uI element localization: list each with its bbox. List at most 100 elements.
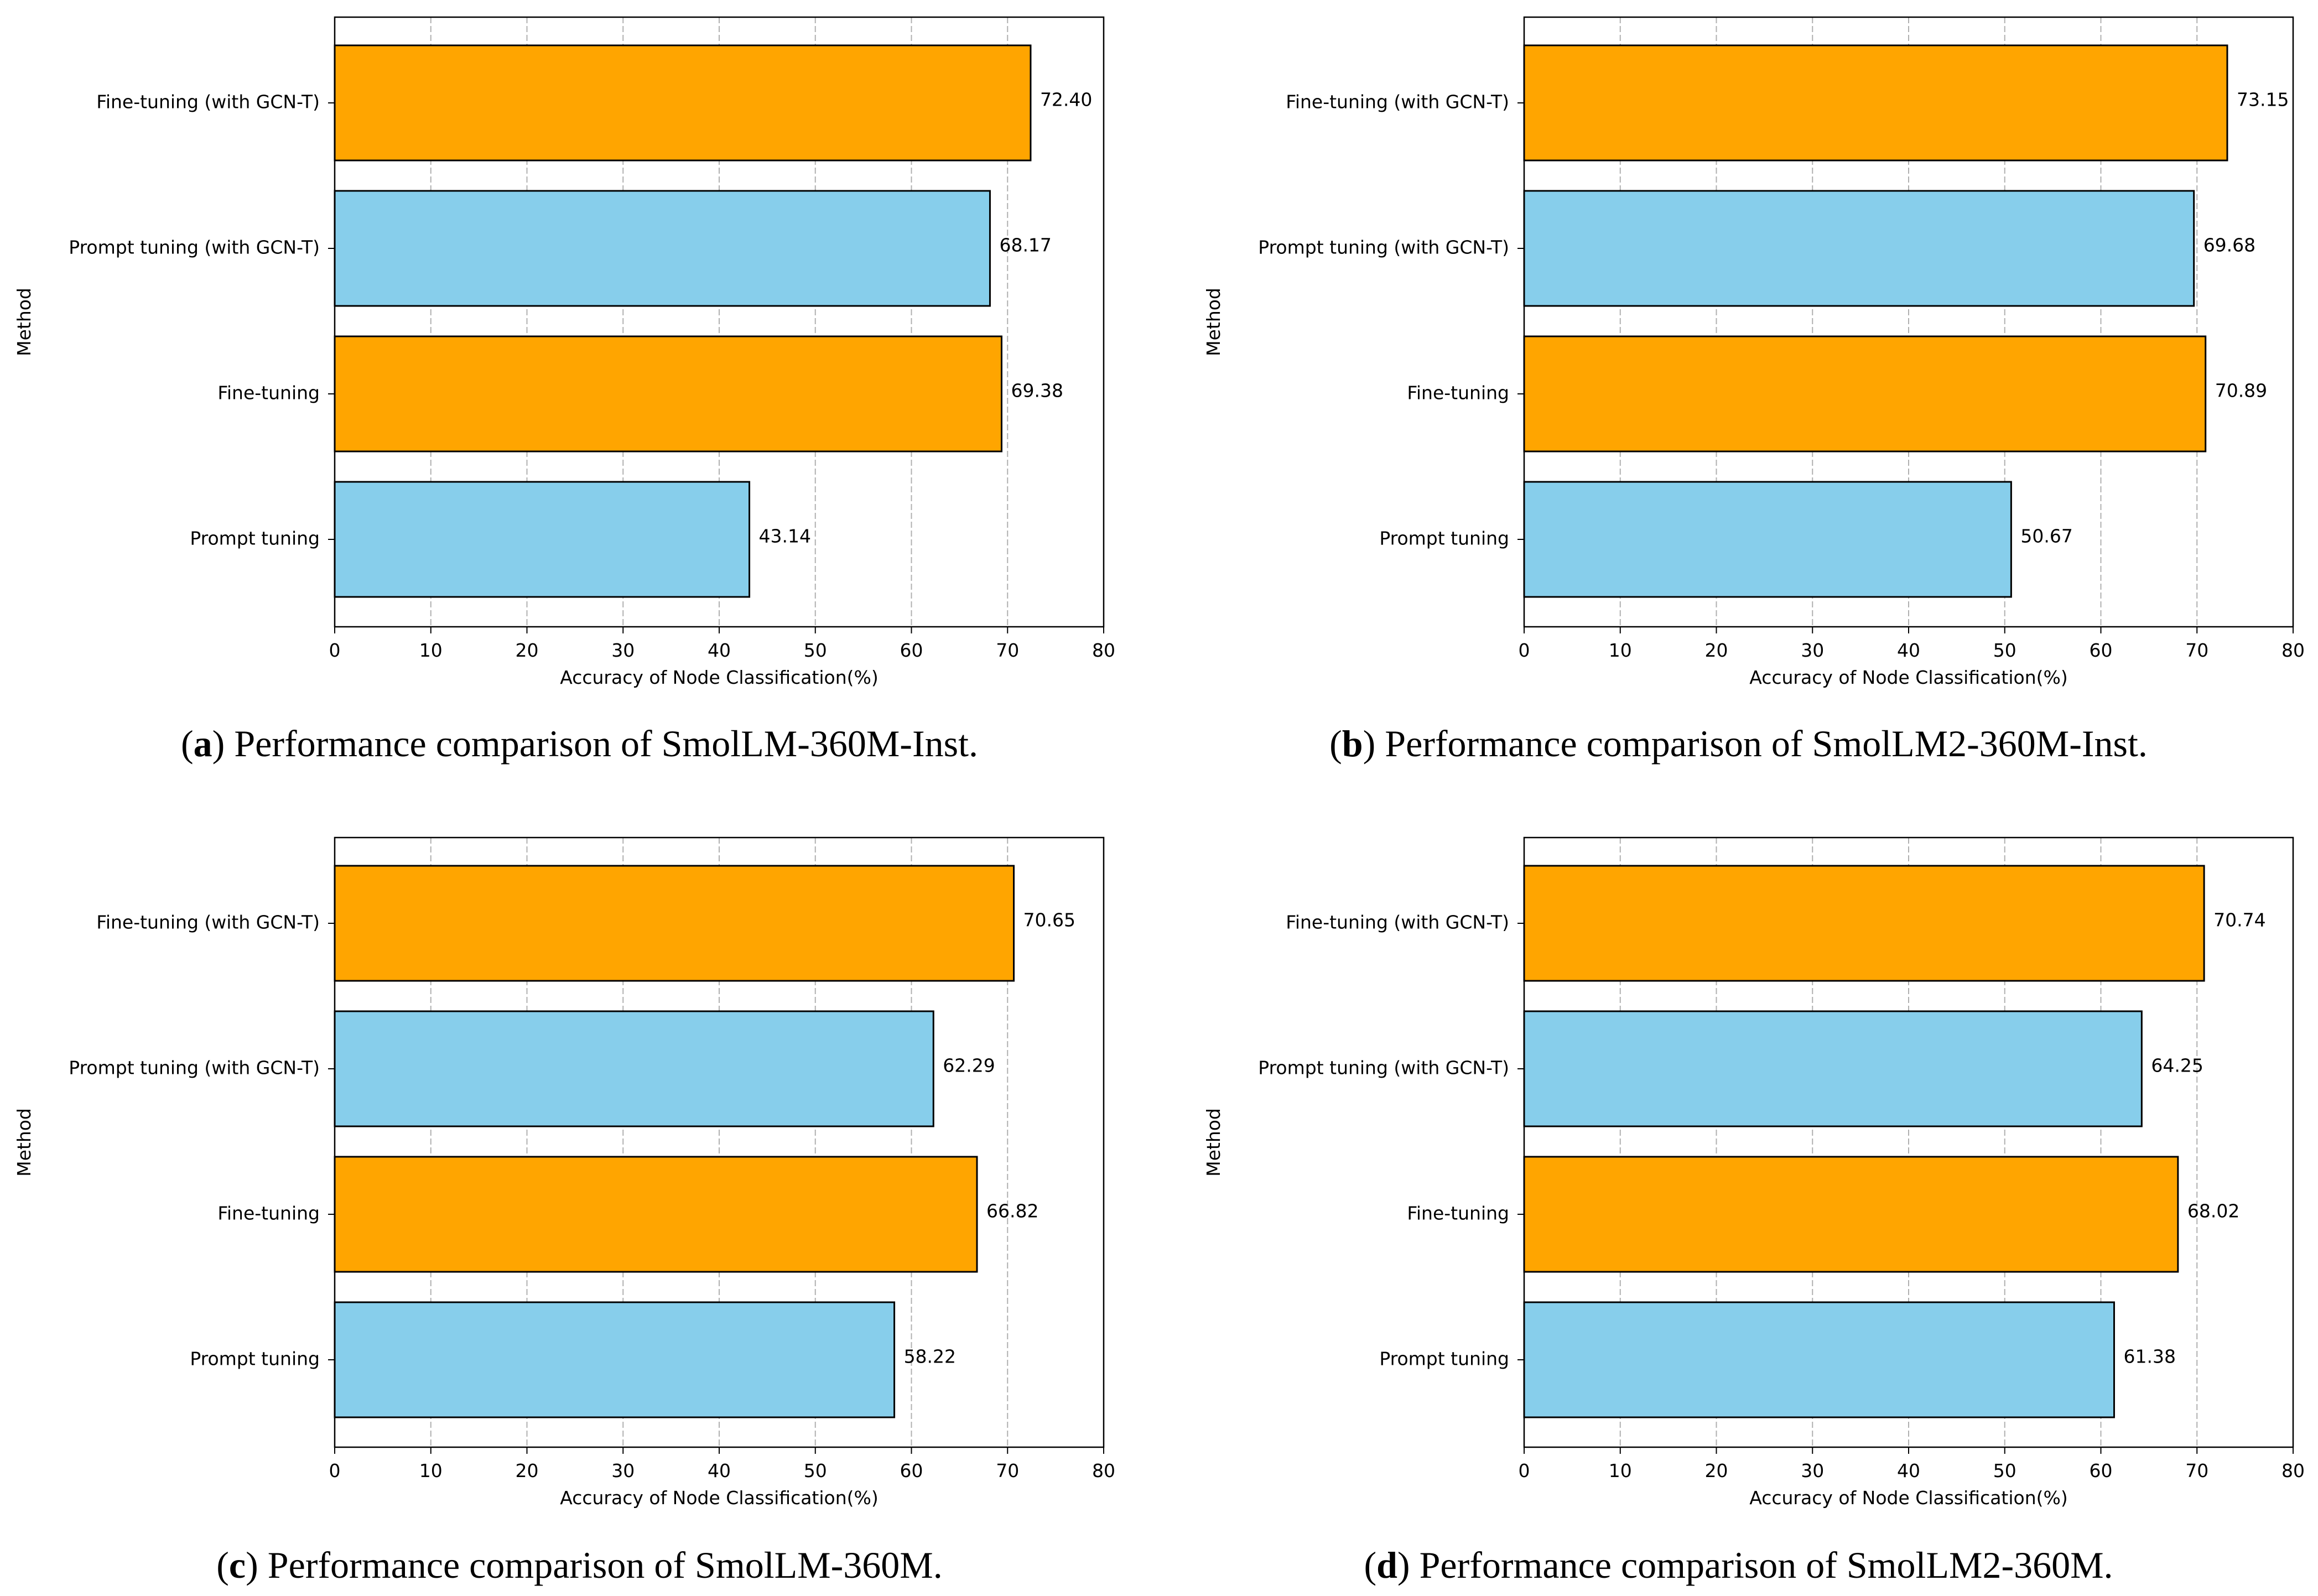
bar-prompt-tuning-with-gcn-t: [334, 1010, 934, 1127]
x-tick-label: 40: [708, 640, 731, 661]
caption-text: Performance comparison of SmolLM-360M.: [258, 1544, 943, 1586]
caption-a: (a) Performance comparison of SmolLM-360…: [181, 722, 978, 765]
value-label: 66.82: [986, 1200, 1038, 1222]
x-tick-label: 70: [2185, 640, 2208, 661]
category-label: Prompt tuning (with GCN-T): [69, 1057, 320, 1079]
value-label: 70.89: [2215, 380, 2267, 402]
value-label: 43.14: [759, 526, 811, 547]
category-label: Prompt tuning: [190, 1348, 320, 1370]
chart-a: 43.14 Prompt tuning 69.38 Fine-tuning 68.17 P…: [13, 16, 1115, 688]
category-label: Fine-tuning: [1407, 1203, 1509, 1224]
x-tick-label: 10: [1609, 640, 1632, 661]
y-axis-label: Method: [13, 1108, 35, 1177]
category-label: Prompt tuning (with GCN-T): [1258, 1057, 1509, 1079]
value-label: 58.22: [904, 1346, 956, 1368]
category-label: Prompt tuning: [1379, 528, 1509, 549]
caption-text: Performance comparison of SmolLM2-360M.: [1410, 1544, 2113, 1586]
category-label: Prompt tuning: [190, 528, 320, 549]
value-label: 70.65: [1023, 909, 1075, 931]
caption-letter: c: [228, 1544, 246, 1586]
bar-fine-tuning: [334, 1156, 978, 1273]
category-label: Fine-tuning (with GCN-T): [1286, 912, 1509, 933]
x-tick-label: 20: [516, 640, 539, 661]
value-label: 69.68: [2203, 235, 2255, 256]
y-axis-label: Method: [1203, 288, 1224, 356]
bar-prompt-tuning: [1523, 481, 2012, 598]
value-label: 50.67: [2020, 526, 2072, 547]
category-label: Prompt tuning (with GCN-T): [1258, 237, 1509, 258]
bar-fine-tuning-with-gcn-t: [1523, 865, 2205, 982]
bar-prompt-tuning-with-gcn-t: [1523, 1010, 2143, 1127]
x-tick-label: 70: [2185, 1460, 2208, 1481]
x-tick-label: 40: [1897, 640, 1920, 661]
x-axis-label: Accuracy of Node Classification(%): [560, 667, 879, 688]
x-tick-label: 60: [2090, 1460, 2113, 1481]
x-tick-label: 0: [1519, 640, 1530, 661]
x-tick-label: 30: [611, 640, 635, 661]
bar-fine-tuning: [1523, 335, 2207, 453]
x-tick-label: 40: [708, 1460, 731, 1481]
chart-b: 50.67 Prompt tuning 70.89 Fine-tuning 69.68 P…: [1203, 16, 2305, 688]
x-tick-label: 50: [1993, 1460, 2016, 1481]
x-tick-label: 70: [996, 640, 1019, 661]
x-tick-label: 30: [1801, 1460, 1824, 1481]
category-label: Prompt tuning (with GCN-T): [69, 237, 320, 258]
value-label: 62.29: [943, 1055, 995, 1077]
caption-text: Performance comparison of SmolLM-360M-In…: [225, 722, 978, 765]
bar-prompt-tuning: [334, 1301, 896, 1418]
value-label: 64.25: [2151, 1055, 2203, 1077]
category-label: Fine-tuning (with GCN-T): [96, 912, 320, 933]
x-tick-label: 60: [900, 1460, 923, 1481]
x-axis-label: Accuracy of Node Classification(%): [1749, 667, 2068, 688]
y-axis-label: Method: [13, 288, 35, 356]
bar-prompt-tuning: [1523, 1301, 2115, 1418]
x-tick-label: 80: [2281, 1460, 2305, 1481]
bar-fine-tuning-with-gcn-t: [334, 44, 1032, 162]
bar-prompt-tuning: [334, 481, 751, 598]
x-tick-label: 30: [1801, 640, 1824, 661]
bar-fine-tuning: [1523, 1156, 2179, 1273]
value-label: 73.15: [2237, 89, 2289, 111]
x-tick-label: 30: [611, 1460, 635, 1481]
x-tick-label: 20: [516, 1460, 539, 1481]
bar-fine-tuning-with-gcn-t: [1523, 44, 2228, 162]
x-tick-label: 20: [1705, 640, 1728, 661]
x-tick-label: 50: [804, 1460, 827, 1481]
x-tick-label: 10: [1609, 1460, 1632, 1481]
x-tick-label: 40: [1897, 1460, 1920, 1481]
x-tick-label: 60: [900, 640, 923, 661]
x-tick-label: 50: [1993, 640, 2016, 661]
caption-b: (b) Performance comparison of SmolLM2-36…: [1329, 722, 2148, 765]
value-label: 68.17: [999, 235, 1051, 256]
value-label: 72.40: [1040, 89, 1092, 111]
x-axis-label: Accuracy of Node Classification(%): [1749, 1487, 2068, 1509]
value-label: 61.38: [2123, 1346, 2175, 1368]
category-label: Prompt tuning: [1379, 1348, 1509, 1370]
value-label: 69.38: [1011, 380, 1063, 402]
bar-prompt-tuning-with-gcn-t: [1523, 190, 2195, 307]
caption-letter: a: [193, 722, 212, 765]
y-axis-label: Method: [1203, 1108, 1224, 1177]
bar-prompt-tuning-with-gcn-t: [334, 190, 991, 307]
x-axis-label: Accuracy of Node Classification(%): [560, 1487, 879, 1509]
caption-letter: b: [1342, 722, 1363, 765]
x-tick-label: 0: [329, 640, 341, 661]
category-label: Fine-tuning: [217, 382, 320, 404]
x-tick-label: 0: [329, 1460, 341, 1481]
x-tick-label: 70: [996, 1460, 1019, 1481]
caption-c: (c) Performance comparison of SmolLM-360…: [216, 1544, 943, 1586]
x-tick-label: 80: [1092, 640, 1115, 661]
caption-letter: d: [1376, 1544, 1397, 1586]
x-tick-label: 60: [2090, 640, 2113, 661]
bar-fine-tuning-with-gcn-t: [334, 865, 1015, 982]
x-tick-label: 80: [1092, 1460, 1115, 1481]
value-label: 70.74: [2213, 909, 2265, 931]
x-tick-label: 80: [2281, 640, 2305, 661]
x-tick-label: 0: [1519, 1460, 1530, 1481]
caption-text: Performance comparison of SmolLM2-360M-I…: [1375, 722, 2148, 765]
value-label: 68.02: [2187, 1200, 2239, 1222]
x-tick-label: 50: [804, 640, 827, 661]
category-label: Fine-tuning: [1407, 382, 1509, 404]
x-tick-label: 10: [419, 1460, 443, 1481]
